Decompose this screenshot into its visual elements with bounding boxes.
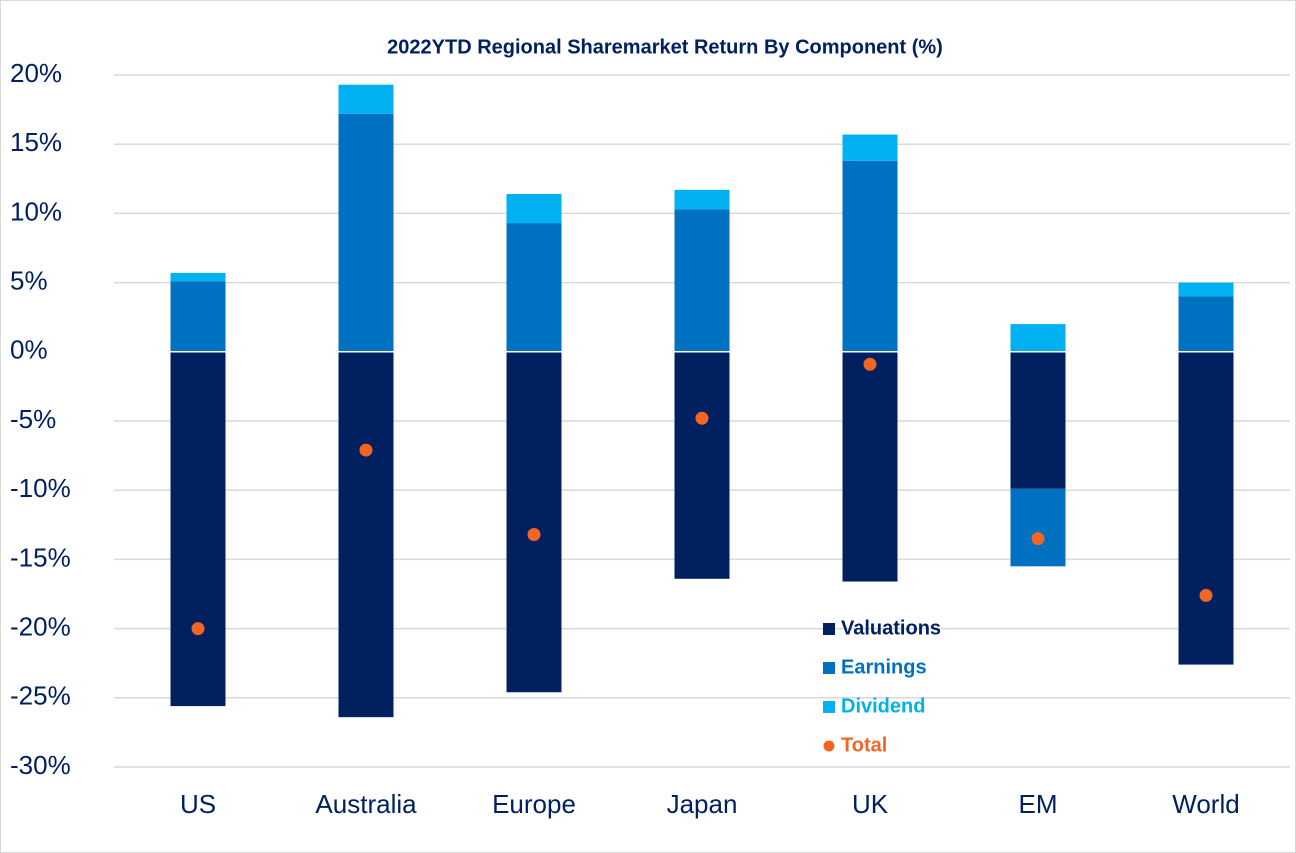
legend-label: Valuations [841, 617, 941, 639]
legend-label: Dividend [841, 695, 925, 717]
bar-segment [506, 351, 562, 693]
bar-segment [1178, 351, 1234, 665]
bar-segment [338, 84, 394, 114]
bar-segment [506, 223, 562, 352]
x-tick-label: Australia [315, 789, 417, 819]
total-dot [863, 357, 877, 371]
bar-segment [338, 113, 394, 352]
x-tick-label: US [180, 789, 216, 819]
y-tick-label: 0% [10, 335, 48, 365]
bar-segment [170, 272, 226, 282]
bar-segment [170, 281, 226, 352]
y-tick-label: -20% [10, 611, 71, 641]
bar-segment [1178, 282, 1234, 297]
bar-segment [170, 351, 226, 707]
y-tick-label: 5% [10, 265, 48, 295]
legend-marker [823, 740, 835, 752]
bar-segment [1178, 296, 1234, 352]
y-tick-label: -25% [10, 681, 71, 711]
bar-segment [1010, 488, 1066, 567]
chart-title: 2022YTD Regional Sharemarket Return By C… [387, 36, 943, 58]
y-tick-label: -5% [10, 404, 56, 434]
x-tick-label: Europe [492, 789, 576, 819]
legend-marker [823, 701, 835, 713]
legend-marker [823, 662, 835, 674]
x-tick-label: Japan [667, 789, 738, 819]
bar-segment [842, 160, 898, 352]
y-tick-label: 10% [10, 196, 62, 226]
bar-segment [506, 194, 562, 224]
bar-segment [674, 209, 730, 352]
bar-segment [842, 134, 898, 161]
bar-segment [674, 351, 730, 579]
bar-segment [1010, 324, 1066, 352]
total-dot [191, 622, 205, 636]
x-tick-label: World [1172, 789, 1239, 819]
y-tick-label: -15% [10, 542, 71, 572]
y-tick-label: 15% [10, 127, 62, 157]
bar-segment [842, 351, 898, 582]
y-tick-label: -10% [10, 473, 71, 503]
total-dot [1031, 532, 1045, 546]
total-dot [1199, 588, 1213, 602]
bar-segment [338, 351, 394, 718]
y-tick-label: 20% [10, 58, 62, 88]
total-dot [527, 527, 541, 541]
legend-label: Earnings [841, 656, 927, 678]
bar-segment [1010, 351, 1066, 489]
total-dot [359, 443, 373, 457]
legend-label: Total [841, 734, 887, 756]
x-tick-label: EM [1019, 789, 1058, 819]
y-tick-label: -30% [10, 750, 71, 780]
legend-marker [823, 623, 835, 635]
total-dot [695, 411, 709, 425]
x-tick-label: UK [852, 789, 889, 819]
bar-segment [674, 189, 730, 210]
